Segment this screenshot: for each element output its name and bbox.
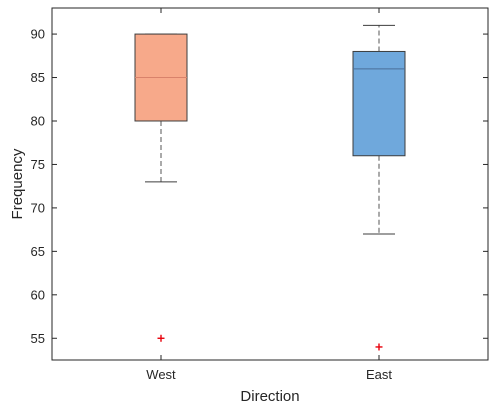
y-tick-label: 90 [31, 27, 45, 42]
plot-area [51, 7, 489, 361]
y-tick-label: 85 [31, 70, 45, 85]
y-axis-label: Frequency [9, 148, 26, 219]
x-axis-label: Direction [240, 388, 299, 405]
y-tick-label: 60 [31, 287, 45, 302]
box-group [134, 33, 188, 342]
x-axis-ticks: West East [146, 8, 392, 382]
outlier-marker [375, 343, 383, 351]
y-tick-label: 80 [31, 113, 45, 128]
box-series [134, 24, 406, 351]
y-tick-label: 75 [31, 157, 45, 172]
y-tick-label: 70 [31, 200, 45, 215]
y-tick-label: 65 [31, 244, 45, 259]
box-iqr [352, 50, 406, 157]
x-tick-label: West [146, 367, 176, 382]
box-group [352, 24, 406, 351]
x-tick-label: East [366, 367, 392, 382]
y-tick-label: 55 [31, 331, 45, 346]
y-axis-ticks: 55 60 65 70 75 80 85 90 [31, 27, 488, 346]
outlier-marker [157, 334, 165, 342]
